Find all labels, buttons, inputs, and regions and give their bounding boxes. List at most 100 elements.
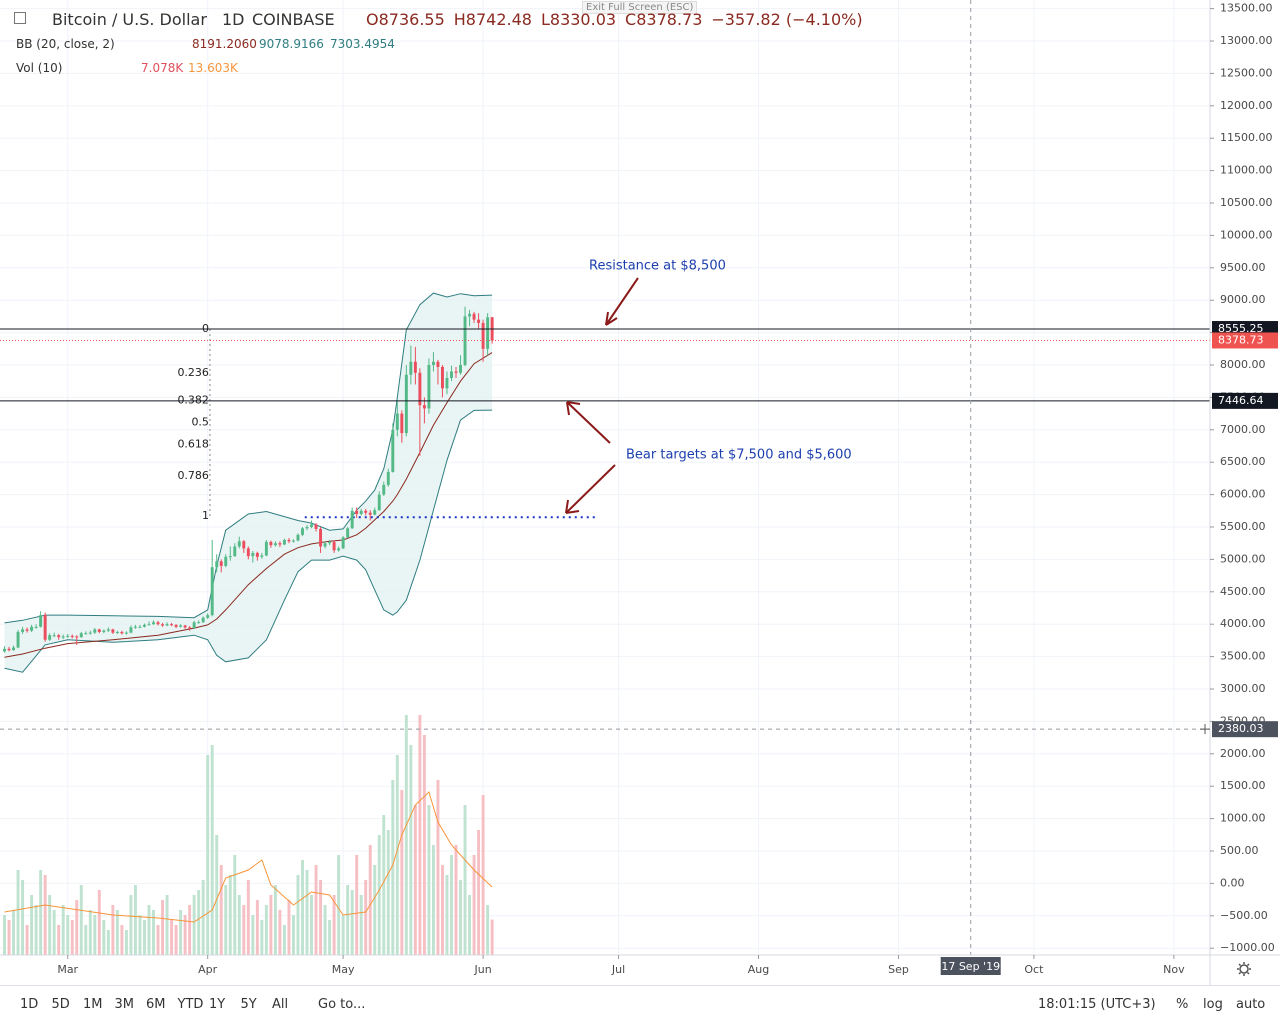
range-button[interactable]: 6M bbox=[146, 997, 166, 1012]
volume-bar bbox=[224, 885, 228, 955]
candle-body bbox=[21, 629, 25, 632]
annotation: Resistance at $8,500 bbox=[589, 259, 726, 274]
exchange[interactable]: COINBASE bbox=[252, 10, 335, 29]
volume-bar bbox=[477, 830, 481, 955]
volume-bar bbox=[328, 920, 332, 955]
range-button[interactable]: 3M bbox=[114, 997, 135, 1012]
candle-body bbox=[111, 629, 115, 633]
volume-bar bbox=[323, 905, 327, 955]
range-button[interactable]: All bbox=[272, 997, 289, 1012]
candle-body bbox=[481, 322, 485, 349]
volume-bar bbox=[409, 745, 413, 955]
vol-label[interactable]: Vol (10) bbox=[16, 61, 63, 75]
volume-bar bbox=[106, 930, 110, 955]
scale-button[interactable]: % bbox=[1176, 997, 1189, 1012]
y-tick-label: 13000.00 bbox=[1220, 34, 1273, 47]
candle-body bbox=[39, 615, 43, 627]
volume-bar bbox=[341, 915, 345, 955]
symbol[interactable]: Bitcoin / U.S. Dollar bbox=[52, 10, 207, 29]
range-button[interactable]: YTD bbox=[177, 997, 204, 1012]
fib-level-label: 0.382 bbox=[177, 393, 209, 406]
candle-body bbox=[210, 567, 214, 616]
candle-body bbox=[161, 624, 165, 626]
fib-level-label: 0.786 bbox=[177, 469, 209, 482]
fib-level-label: 1 bbox=[202, 509, 209, 522]
y-tick-label: 4000.00 bbox=[1220, 617, 1266, 630]
volume-bar bbox=[34, 905, 38, 955]
ohlc-value: C8378.73 bbox=[625, 10, 703, 29]
volume-bar bbox=[143, 920, 146, 955]
candle-body bbox=[242, 541, 246, 549]
candle-body bbox=[188, 627, 192, 629]
candle-body bbox=[70, 635, 74, 637]
candle-body bbox=[88, 632, 92, 634]
volume-bar bbox=[282, 925, 286, 955]
goto-button[interactable]: Go to... bbox=[318, 997, 366, 1012]
volume-bar bbox=[84, 925, 88, 955]
candle-body bbox=[138, 626, 142, 628]
volume-bar bbox=[359, 895, 363, 955]
volume-bar bbox=[440, 865, 444, 955]
candle-body bbox=[120, 631, 124, 634]
bb-label[interactable]: BB (20, close, 2) bbox=[16, 37, 115, 51]
bottom-toolbar: Go to... 18:01:15 (UTC+3) 1D 5D 1M 3M 6M YTD 1… bbox=[0, 985, 1280, 1024]
volume-bar bbox=[48, 895, 52, 955]
range-button[interactable]: 1Y bbox=[209, 997, 226, 1012]
candle-body bbox=[174, 624, 178, 627]
scale-button[interactable]: log bbox=[1203, 997, 1223, 1012]
volume-bar bbox=[66, 915, 70, 955]
volume-bar bbox=[332, 895, 336, 955]
candle-body bbox=[179, 625, 183, 627]
range-button[interactable]: 1D bbox=[20, 997, 39, 1012]
price-label: 8378.73 bbox=[1218, 333, 1264, 346]
volume-bar bbox=[219, 865, 223, 955]
candle-body bbox=[25, 629, 29, 631]
candle-body bbox=[373, 510, 377, 515]
range-button[interactable]: 5Y bbox=[240, 997, 257, 1012]
candle-body bbox=[16, 631, 20, 648]
volume-bar bbox=[124, 930, 128, 955]
range-button[interactable]: 1M bbox=[83, 997, 103, 1012]
collapse-icon[interactable] bbox=[14, 12, 26, 24]
volume-bar bbox=[147, 905, 151, 955]
volume-bar bbox=[16, 870, 20, 955]
crosshair-x-label: 17 Sep '19 bbox=[941, 960, 1000, 973]
volume-bar bbox=[368, 845, 372, 955]
volume-bar bbox=[246, 880, 250, 955]
volume-bar bbox=[296, 875, 300, 955]
candle-body bbox=[310, 524, 313, 528]
volume-bar bbox=[260, 920, 264, 955]
y-tick-label: 500.00 bbox=[1220, 844, 1259, 857]
candle-body bbox=[143, 624, 146, 627]
fib-level-label: 0.236 bbox=[177, 366, 209, 379]
y-tick-label: 3000.00 bbox=[1220, 682, 1266, 695]
candle-body bbox=[75, 636, 79, 638]
volume-bar bbox=[310, 895, 313, 955]
candle-body bbox=[486, 317, 490, 349]
candle-body bbox=[7, 648, 11, 651]
crosshair-x-box bbox=[940, 957, 1001, 975]
price-label: 8555.25 bbox=[1218, 322, 1264, 335]
y-tick-label: 0.00 bbox=[1220, 876, 1245, 889]
interval[interactable]: 1D bbox=[222, 10, 245, 29]
candle-body bbox=[52, 635, 56, 637]
volume-ma bbox=[4, 791, 493, 923]
volume-bar bbox=[364, 880, 368, 955]
volume-bar bbox=[61, 905, 65, 955]
scale-button[interactable]: auto bbox=[1236, 997, 1266, 1012]
y-tick-label: 6500.00 bbox=[1220, 455, 1266, 468]
volume-bar bbox=[156, 925, 160, 955]
candle-body bbox=[359, 510, 363, 515]
crosshair-y-label: 2380.03 bbox=[1218, 722, 1264, 735]
volume-bar bbox=[472, 855, 476, 955]
volume-bar bbox=[278, 910, 282, 955]
range-button[interactable]: 5D bbox=[51, 997, 70, 1012]
volume-bar bbox=[391, 780, 395, 955]
settings-icon[interactable] bbox=[1237, 962, 1251, 976]
x-tick-label: Mar bbox=[57, 963, 78, 976]
bb-upper bbox=[4, 292, 493, 624]
candle-body bbox=[201, 617, 205, 623]
volume-bar bbox=[197, 890, 201, 955]
